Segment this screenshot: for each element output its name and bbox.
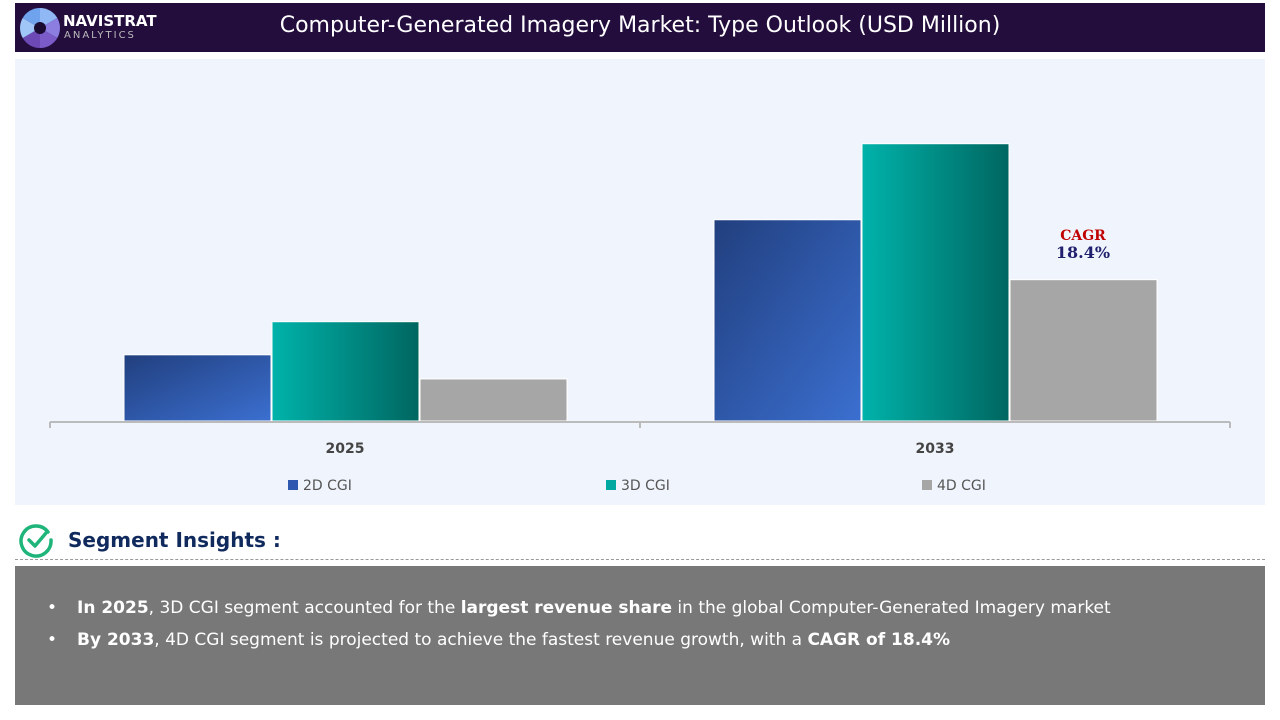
- legend-swatch-3d: [606, 480, 616, 490]
- brand-subtitle: ANALYTICS: [64, 30, 136, 41]
- bar-2d-cgi-2025: [123, 354, 272, 422]
- insights-title: Segment Insights :: [68, 528, 281, 552]
- legend-label: 4D CGI: [937, 478, 986, 494]
- cagr-label: CAGR: [1060, 228, 1106, 244]
- insight-text: In 2025, 3D CGI segment accounted for th…: [77, 598, 1111, 618]
- check-circle-icon: [19, 524, 53, 558]
- bar-4d-cgi-2033: [1009, 279, 1158, 422]
- insights-header: Segment Insights :: [18, 522, 281, 558]
- bar-3d-cgi-2033: [861, 143, 1010, 422]
- bullet: •: [47, 598, 58, 618]
- legend-label: 2D CGI: [303, 478, 352, 494]
- divider: [15, 559, 1265, 560]
- legend-label: 3D CGI: [621, 478, 670, 494]
- insight-text: By 2033, 4D CGI segment is projected to …: [77, 630, 950, 650]
- insight-item: • In 2025, 3D CGI segment accounted for t…: [47, 598, 1265, 618]
- brand-name: NAVISTRAT: [63, 12, 157, 30]
- legend: 2D CGI 3D CGI 4D CGI: [288, 478, 986, 494]
- legend-swatch-2d: [288, 480, 298, 490]
- bar-chart: 2025 2033 CAGR 18.4% 2D CGI 3D CGI 4D CG…: [49, 143, 1231, 494]
- bar-2d-cgi-2033: [713, 219, 862, 422]
- legend-swatch-4d: [922, 480, 932, 490]
- header: NAVISTRAT ANALYTICS Computer-Generated I…: [15, 3, 1265, 52]
- page-title: Computer-Generated Imagery Market: Type …: [279, 13, 1001, 38]
- insights-box: • In 2025, 3D CGI segment accounted for t…: [15, 566, 1265, 705]
- bar-4d-cgi-2025: [419, 378, 568, 422]
- insight-segment: , 4D CGI segment is projected to achieve…: [154, 630, 808, 650]
- insight-segment: In 2025: [77, 598, 149, 618]
- insight-segment: CAGR of 18.4%: [807, 630, 951, 650]
- bar-3d-cgi-2025: [271, 321, 420, 422]
- x-tick-label: 2025: [326, 441, 365, 457]
- x-tick-label: 2033: [916, 441, 955, 457]
- insight-item: • By 2033, 4D CGI segment is projected to…: [47, 630, 1265, 650]
- chart-panel: 2025 2033 CAGR 18.4% 2D CGI 3D CGI 4D CG…: [15, 59, 1265, 505]
- insight-segment: largest revenue share: [460, 598, 673, 618]
- insight-segment: in the global Computer-Generated Imagery…: [672, 598, 1111, 618]
- cagr-value: 18.4%: [1056, 243, 1110, 262]
- insight-segment: , 3D CGI segment accounted for the: [148, 598, 461, 618]
- navistrat-logo-icon: [20, 8, 60, 48]
- bullet: •: [47, 630, 58, 650]
- insight-segment: By 2033: [77, 630, 155, 650]
